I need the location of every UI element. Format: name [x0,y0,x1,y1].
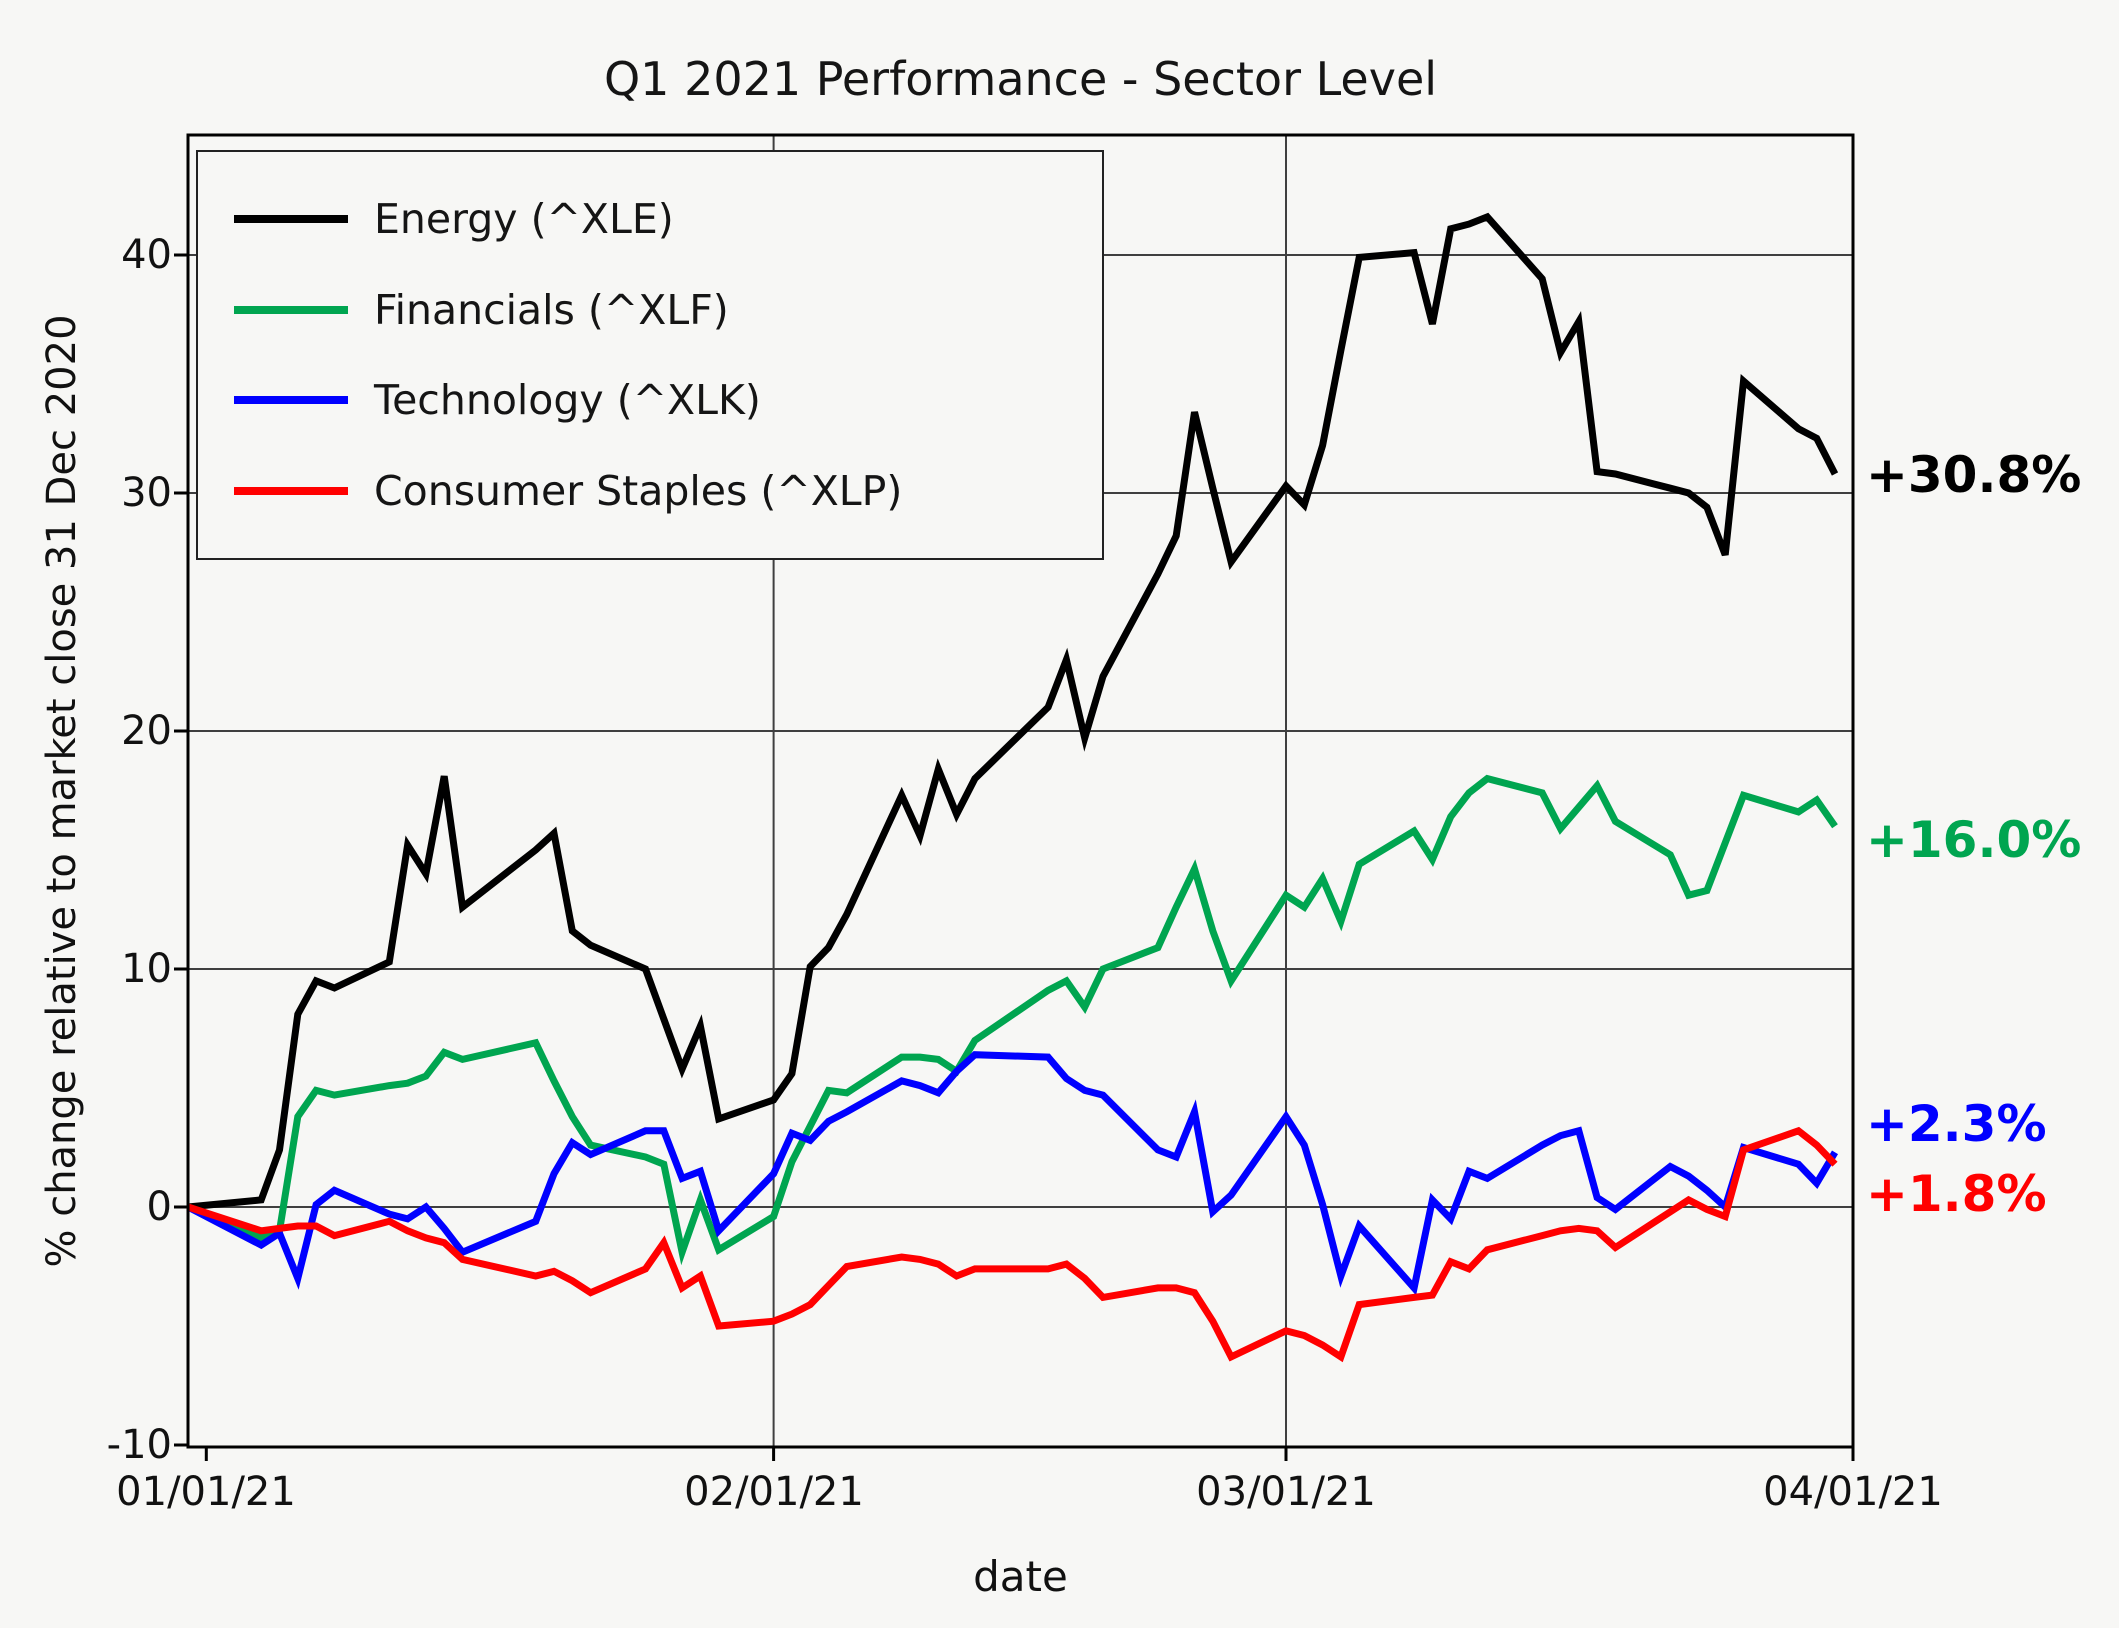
y-tick-label-20: 20 [121,708,172,754]
legend-label-technology: Technology (^XLK) [374,376,761,425]
legend-label-energy: Energy (^XLE) [374,194,674,243]
x-tick-label-mar: 03/01/21 [1196,1469,1376,1515]
y-tick-label-30: 30 [121,470,172,516]
legend-item-energy: Energy (^XLE) [198,195,1102,243]
y-tick-label-0: 0 [146,1184,172,1230]
financials-line-swatch [234,305,348,314]
energy-line-swatch [234,214,348,223]
x-tick-label-apr: 04/01/21 [1763,1469,1943,1515]
series-line-technology [186,1051,1839,1296]
x-axis-title: date [973,1552,1068,1601]
legend-label-staples: Consumer Staples (^XLP) [374,467,903,516]
series-line-consumer [186,1126,1838,1363]
plot-frame [186,133,1855,1449]
y-tick-label-40: 40 [121,232,172,278]
series-line-energy [187,212,1839,1211]
y-tick-label-neg10: -10 [106,1422,172,1468]
staples-line-swatch [234,487,348,496]
technology-line-swatch [234,396,348,405]
end-label-technology: +2.3% [1866,1095,2047,1153]
end-label-financials: +16.0% [1866,811,2082,869]
legend-item-financials: Financials (^XLF) [198,286,1102,334]
y-tick-label-10: 10 [121,946,172,992]
end-label-energy: +30.8% [1866,446,2082,504]
chart-title: Q1 2021 Performance - Sector Level [603,52,1438,106]
end-label-staples: +1.8% [1866,1165,2047,1223]
x-tick-label-feb: 02/01/21 [684,1469,864,1515]
series-line-financials [186,774,1838,1266]
legend-item-staples: Consumer Staples (^XLP) [198,467,1102,515]
legend-item-technology: Technology (^XLK) [198,376,1102,424]
legend: Energy (^XLE) Financials (^XLF) Technolo… [196,150,1104,560]
y-axis-title: % change relative to market close 31 Dec… [39,314,85,1268]
legend-label-financials: Financials (^XLF) [374,285,729,334]
x-tick-label-jan: 01/01/21 [116,1469,296,1515]
